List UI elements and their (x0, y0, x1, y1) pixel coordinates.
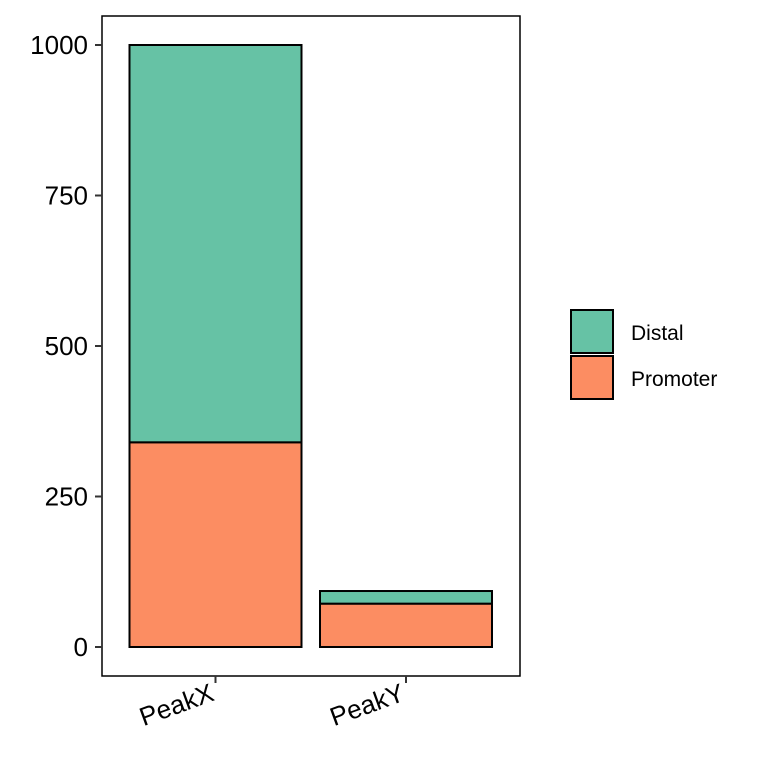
bar-peaky-distal (319, 590, 493, 605)
y-tick-label: 500 (45, 331, 88, 361)
y-tick-label: 1000 (30, 30, 88, 60)
bar-peakx-distal (128, 44, 303, 444)
bar-peaky-promoter (319, 602, 493, 649)
x-axis: PeakX PeakY (135, 676, 408, 732)
x-tick-label-peaky: PeakY (326, 677, 408, 731)
legend: Distal Promoter (570, 309, 717, 400)
bars-layer (128, 44, 493, 649)
legend-key-distal (570, 309, 614, 354)
y-axis: 0 250 500 750 1000 (30, 30, 102, 662)
bar-peakx-promoter (128, 441, 303, 648)
y-tick-label: 250 (45, 482, 88, 512)
x-tick-label-peakx: PeakX (135, 677, 217, 731)
legend-label-promoter: Promoter (631, 368, 717, 391)
y-tick-label: 750 (45, 181, 88, 211)
y-tick-label: 0 (74, 632, 88, 662)
legend-key-promoter (570, 355, 614, 400)
legend-label-distal: Distal (631, 322, 684, 345)
